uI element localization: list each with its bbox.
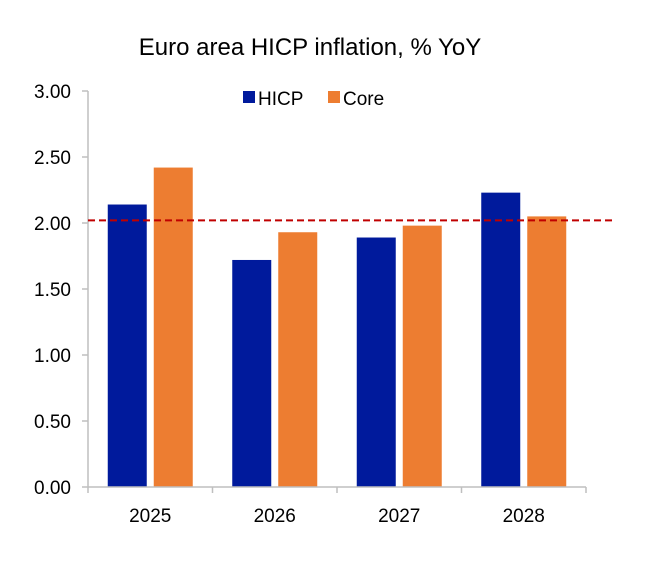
- bar-core-2026: [278, 232, 318, 487]
- y-tick-label: 0.50: [34, 412, 71, 433]
- x-tick-label: 2025: [129, 506, 171, 527]
- x-tick-label: 2026: [254, 506, 296, 527]
- x-tick-label: 2027: [378, 506, 420, 527]
- bar-hicp-2028: [481, 192, 521, 487]
- chart-title: Euro area HICP inflation, % YoY: [139, 34, 481, 61]
- bar-core-2025: [153, 167, 193, 487]
- y-tick-label: 2.00: [34, 214, 71, 235]
- y-axis: 0.00 0.50 1.00 1.50 2.00 2.50 3.00: [34, 82, 89, 499]
- bar-hicp-2025: [107, 204, 147, 487]
- legend-swatch-hicp: [243, 91, 255, 103]
- legend-label-hicp: HICP: [258, 89, 303, 110]
- legend-label-core: Core: [343, 89, 384, 110]
- legend-swatch-core: [328, 91, 340, 103]
- y-tick-label: 3.00: [34, 82, 71, 103]
- legend: HICP Core: [243, 89, 384, 110]
- y-tick-label: 0.00: [34, 478, 71, 499]
- bars: [107, 167, 567, 487]
- x-axis: 2025 2026 2027 2028: [87, 486, 587, 527]
- y-tick-label: 1.50: [34, 280, 71, 301]
- y-tick-label: 1.00: [34, 346, 71, 367]
- bar-core-2027: [402, 225, 442, 487]
- bar-hicp-2027: [356, 237, 396, 487]
- y-tick-label: 2.50: [34, 148, 71, 169]
- x-tick-label: 2028: [503, 506, 545, 527]
- bar-core-2028: [527, 216, 567, 487]
- bar-hicp-2026: [232, 259, 272, 487]
